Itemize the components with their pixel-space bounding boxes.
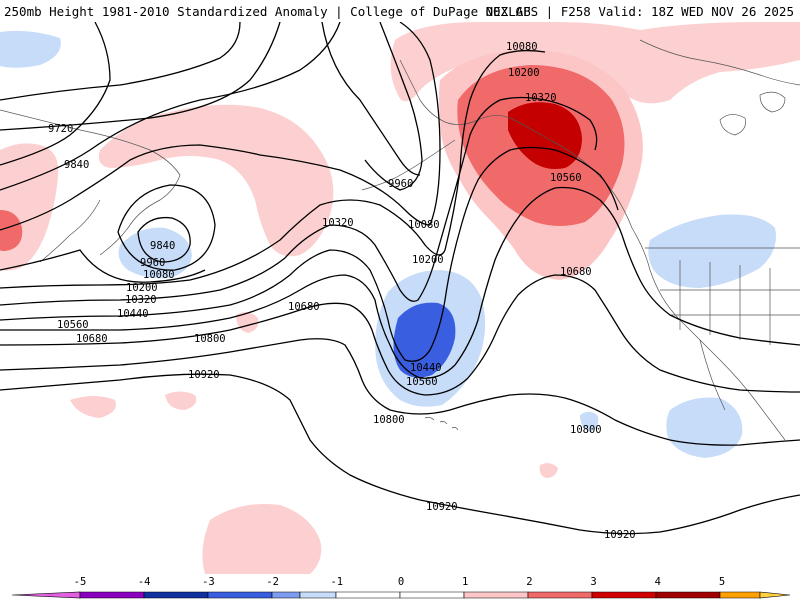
contour-10800 xyxy=(0,338,800,446)
contour-9960-low xyxy=(117,184,216,271)
positive-anomaly-alaska-core xyxy=(508,102,582,169)
contour-10440 xyxy=(0,146,619,362)
colorbar-segment xyxy=(759,591,791,599)
contour-label: 9840 xyxy=(150,240,175,252)
colorbar-segment xyxy=(719,591,761,599)
positive-anomaly-small-1 xyxy=(165,391,197,410)
colorbar-segment xyxy=(299,591,337,599)
positive-anomaly-small-4 xyxy=(539,463,558,478)
contour-label: 9960 xyxy=(388,178,413,190)
contour-label: 10920 xyxy=(426,501,458,513)
state-borders xyxy=(660,260,800,345)
contour-label-layer: 9720 9840 9960 9840 9960 10080 10200 103… xyxy=(48,41,636,541)
contour-10080-low xyxy=(0,249,206,283)
colorbar-segment xyxy=(591,591,657,599)
contour-10320 xyxy=(0,96,598,306)
colorbar-segment xyxy=(399,591,465,599)
colorbar-segment xyxy=(655,591,721,599)
contour-9720 xyxy=(0,21,241,101)
contour-9840-upper xyxy=(0,21,111,166)
colorbar-tick-label: -4 xyxy=(138,576,151,588)
colorbar-segment xyxy=(79,591,145,599)
contour-label: 10440 xyxy=(410,362,442,374)
contour-10680 xyxy=(0,274,800,396)
negative-anomaly-pacific xyxy=(118,227,192,279)
colorbar-tick-label: -5 xyxy=(74,576,87,588)
contour-9960-east xyxy=(364,21,423,191)
colorbar-tick-label: 0 xyxy=(398,576,404,588)
positive-anomaly-south xyxy=(202,504,322,574)
contour-label: 10560 xyxy=(550,172,582,184)
colorbar-segment xyxy=(527,591,593,599)
contour-label: 10920 xyxy=(188,369,220,381)
map-title: 250mb Height 1981-2010 Standardized Anom… xyxy=(4,4,531,19)
contour-label: 10200 xyxy=(508,67,540,79)
lakes-arctic xyxy=(719,91,786,136)
coastline-baja xyxy=(699,339,726,411)
model-valid-time: 00Z GFS | F258 Valid: 18Z WED NOV 26 202… xyxy=(485,4,794,19)
colorbar-tick-label: -1 xyxy=(330,576,343,588)
contour-label: 10560 xyxy=(57,319,89,331)
colorbar-tick-label: 3 xyxy=(590,576,596,588)
contour-label: 10680 xyxy=(288,301,320,313)
contour-label: 10080 xyxy=(506,41,538,53)
contour-label: 10680 xyxy=(76,333,108,345)
positive-anomaly-arctic xyxy=(390,22,800,104)
colorbar-segment xyxy=(271,591,301,599)
height-contours xyxy=(0,21,800,535)
contour-9840-low xyxy=(137,216,191,263)
contour-label: 9720 xyxy=(48,123,73,135)
contour-label: 10200 xyxy=(412,254,444,266)
contour-label: 10800 xyxy=(570,424,602,436)
contour-label: 10680 xyxy=(560,266,592,278)
islands-hawaii xyxy=(424,416,459,431)
contour-10560 xyxy=(0,186,800,379)
contour-label: 10320 xyxy=(125,294,157,306)
colorbar-tick-label: -2 xyxy=(266,576,279,588)
contour-label: 10320 xyxy=(525,92,557,104)
contour-label: 10560 xyxy=(406,376,438,388)
colorbar-segment xyxy=(143,591,209,599)
coastline-kamchatka xyxy=(39,199,101,263)
colorbar-tick-label: 4 xyxy=(655,576,661,588)
contour-10920 xyxy=(0,373,800,535)
colorbar-tick-label: 2 xyxy=(526,576,532,588)
negative-anomaly-northwest xyxy=(0,30,61,68)
colorbar-tick-label: 5 xyxy=(719,576,725,588)
negative-anomaly-south-2 xyxy=(580,411,599,432)
contour-9840-north xyxy=(0,21,281,131)
contour-label: 10920 xyxy=(604,529,636,541)
anomaly-map: 9720 9840 9960 9840 9960 10080 10200 103… xyxy=(0,21,800,574)
contour-label: 10800 xyxy=(373,414,405,426)
contour-label: 10200 xyxy=(126,282,158,294)
contour-label: 10800 xyxy=(194,333,226,345)
colorbar-segment xyxy=(463,591,529,599)
coastline-canada-north xyxy=(639,39,800,86)
positive-anomaly-pacific-arc xyxy=(98,104,334,257)
colorbar-segment xyxy=(11,591,81,599)
contour-10200 xyxy=(0,49,546,289)
title-bar: 250mb Height 1981-2010 Standardized Anom… xyxy=(0,0,800,22)
contour-label: 9840 xyxy=(64,159,89,171)
positive-anomaly-small-2 xyxy=(236,312,259,333)
contour-label: 10080 xyxy=(143,269,175,281)
contour-10080 xyxy=(0,21,441,231)
positive-anomaly-small-3 xyxy=(70,396,116,418)
contour-label: 10080 xyxy=(408,219,440,231)
contour-label: 10440 xyxy=(117,308,149,320)
colorbar-ticks: -5 -4 -3 -2 -1 0 1 2 3 4 5 xyxy=(74,576,725,588)
colorbar-segment xyxy=(207,591,273,599)
contour-label: 10320 xyxy=(322,217,354,229)
colorbar-tick-label: -3 xyxy=(202,576,215,588)
contour-9960 xyxy=(0,21,421,191)
colorbar-segments xyxy=(11,591,791,599)
positive-anomaly-west-core xyxy=(0,210,23,251)
coastline-alaska xyxy=(399,59,633,229)
colorbar-tick-label: 1 xyxy=(462,576,468,588)
colorbar: -5 -4 -3 -2 -1 0 1 2 3 4 5 xyxy=(11,576,791,599)
colorbar-segment xyxy=(335,591,401,599)
contour-label: 9960 xyxy=(140,257,165,269)
